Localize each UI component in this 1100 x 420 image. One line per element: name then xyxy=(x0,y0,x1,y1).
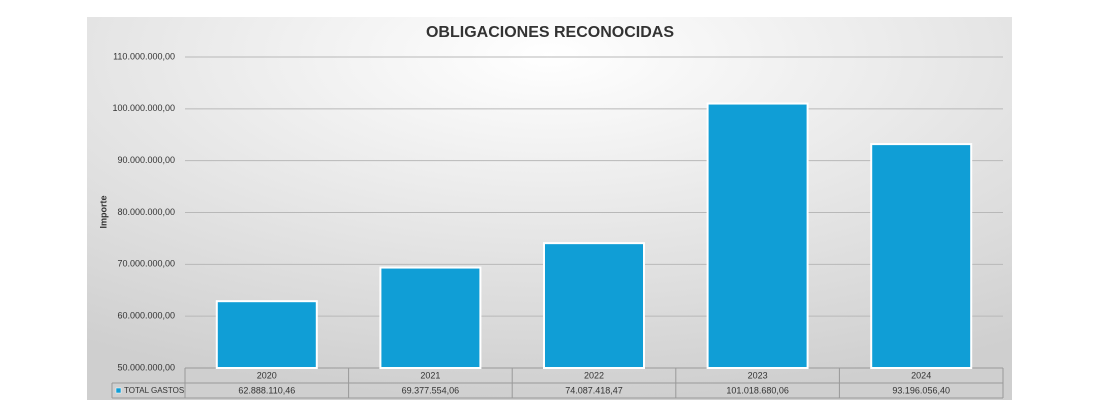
y-tick-label: 50.000.000,00 xyxy=(117,362,175,372)
y-tick-label: 110.000.000,00 xyxy=(113,51,175,61)
bar xyxy=(706,102,809,370)
x-tick-label: 2020 xyxy=(257,370,277,380)
chart-title: OBLIGACIONES RECONOCIDAS xyxy=(426,24,674,41)
y-tick-label: 80.000.000,00 xyxy=(117,207,175,217)
x-tick-label: 2023 xyxy=(748,370,768,380)
x-tick-label: 2021 xyxy=(420,370,440,380)
y-tick-label: 90.000.000,00 xyxy=(117,155,175,165)
bar xyxy=(870,143,973,369)
x-tick-label: 2024 xyxy=(911,370,931,380)
y-tick-label: 70.000.000,00 xyxy=(117,259,175,269)
bar xyxy=(215,300,318,369)
x-tick-label: 2022 xyxy=(584,370,604,380)
y-tick-label: 60.000.000,00 xyxy=(117,311,175,321)
y-tick-label: 100.000.000,00 xyxy=(112,103,175,113)
legend-label: TOTAL GASTOS xyxy=(124,386,184,395)
bar xyxy=(379,266,482,370)
data-table-value: 93.196.056,40 xyxy=(892,385,950,395)
legend-marker xyxy=(115,387,122,394)
data-table-value: 69.377.554,06 xyxy=(402,385,460,395)
data-table-value: 62.888.110,46 xyxy=(238,385,295,395)
bar xyxy=(543,242,645,369)
y-axis-label: Importe xyxy=(98,195,108,228)
data-table-value: 74.087.418,47 xyxy=(565,385,623,395)
data-table-value: 101.018.680,06 xyxy=(726,385,789,395)
